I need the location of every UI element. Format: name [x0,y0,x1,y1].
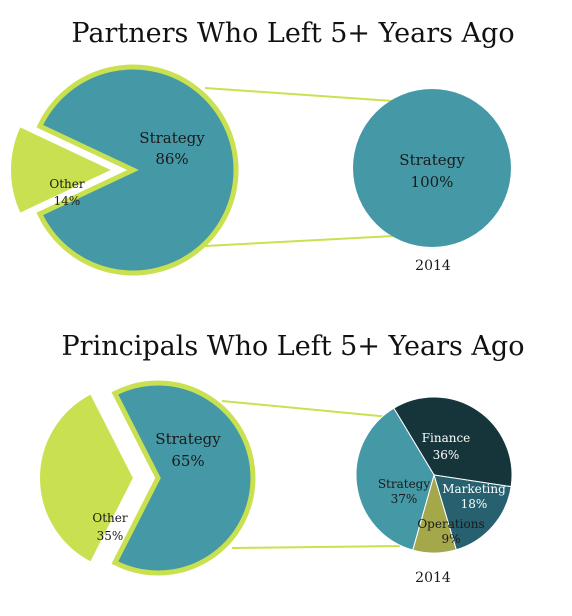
breakdown-label-marketing: Marketing [442,482,506,496]
slice-label-strategy: Strategy [155,430,221,448]
connector-line-bottom [204,235,394,247]
connector-line-top [221,400,391,418]
breakdown-slice-strategy [353,89,511,247]
slice-value-strategy: 65% [171,452,204,470]
breakdown-slice-strategy [355,407,435,551]
pie-slice-other [9,124,116,216]
slice-value-other: 14% [54,194,81,208]
pie-slice-strategy [111,380,256,576]
breakdown-year-label: 2014 [415,258,451,274]
breakdown-label-finance: Finance [422,431,471,445]
breakdown-slice-marketing [433,474,512,551]
pie-slice-other [38,392,136,564]
slice-label-other: Other [92,511,127,525]
pie-slice-strategy [36,64,239,276]
breakdown-year-label: 2014 [415,570,451,586]
breakdown-label-operations: Operations [417,517,484,531]
breakdown-label-strategy: Strategy [399,151,465,169]
chart-principals: Principals Who Left 5+ Years Ago Strateg… [38,331,525,586]
chart-partners: Partners Who Left 5+ Years Ago Strategy … [9,18,515,276]
breakdown-value-operations: 9% [441,532,460,546]
breakdown-value-finance: 36% [433,448,460,462]
connector-line-bottom [231,545,401,549]
slice-value-other: 35% [97,529,124,543]
breakdown-value-strategy: 100% [411,173,454,191]
chart-title: Partners Who Left 5+ Years Ago [71,18,514,49]
breakdown-label-strategy: Strategy [378,477,431,491]
slice-value-strategy: 86% [155,150,188,168]
connector-line-top [204,87,394,102]
slice-label-strategy: Strategy [139,129,205,147]
breakdown-value-marketing: 18% [461,497,488,511]
breakdown-value-strategy: 37% [391,492,418,506]
chart-title: Principals Who Left 5+ Years Ago [62,331,525,362]
slice-label-other: Other [49,177,84,191]
breakdown-slice-finance [393,396,513,488]
